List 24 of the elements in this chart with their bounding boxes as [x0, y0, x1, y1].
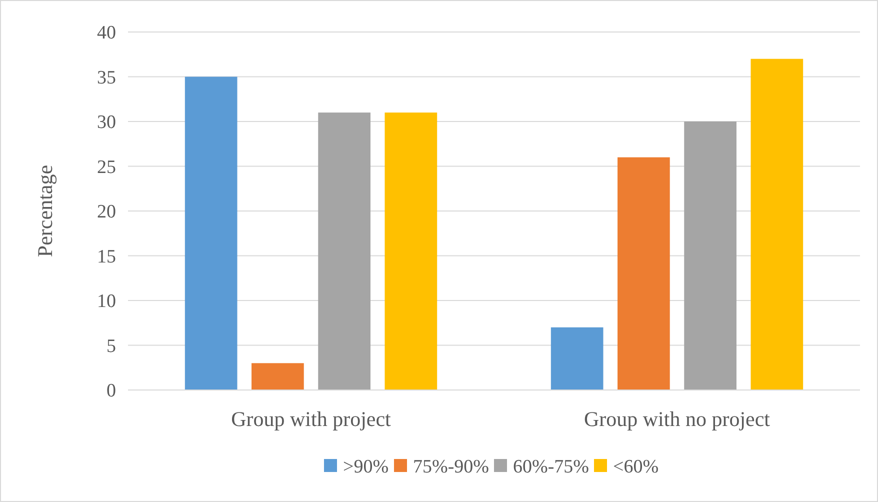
bar — [318, 112, 370, 390]
bar — [750, 58, 804, 390]
y-tick-label: 30 — [97, 112, 116, 134]
legend-label: 60%-75% — [513, 456, 590, 478]
y-tick-label: 25 — [97, 156, 116, 178]
y-tick-label: 40 — [97, 22, 116, 44]
y-tick-label: 5 — [106, 336, 116, 357]
y-tick-label: 0 — [106, 380, 116, 402]
bar — [550, 327, 604, 390]
y-tick-label: 15 — [97, 246, 116, 268]
bar — [184, 76, 238, 390]
bar — [252, 363, 304, 390]
legend-label: >90% — [343, 456, 389, 478]
y-tick-label: 10 — [97, 291, 116, 312]
bar — [384, 112, 438, 390]
legend-label: <60% — [613, 456, 659, 478]
bar — [684, 122, 736, 390]
bar — [618, 157, 670, 390]
x-tick-label: Group with project — [231, 407, 392, 431]
x-tick-label: Group with no project — [584, 407, 770, 431]
y-axis-title: Percentage — [33, 164, 57, 258]
y-tick-label: 35 — [97, 67, 116, 88]
legend-label: 75%-90% — [413, 456, 490, 478]
y-tick-label: 20 — [97, 202, 116, 223]
